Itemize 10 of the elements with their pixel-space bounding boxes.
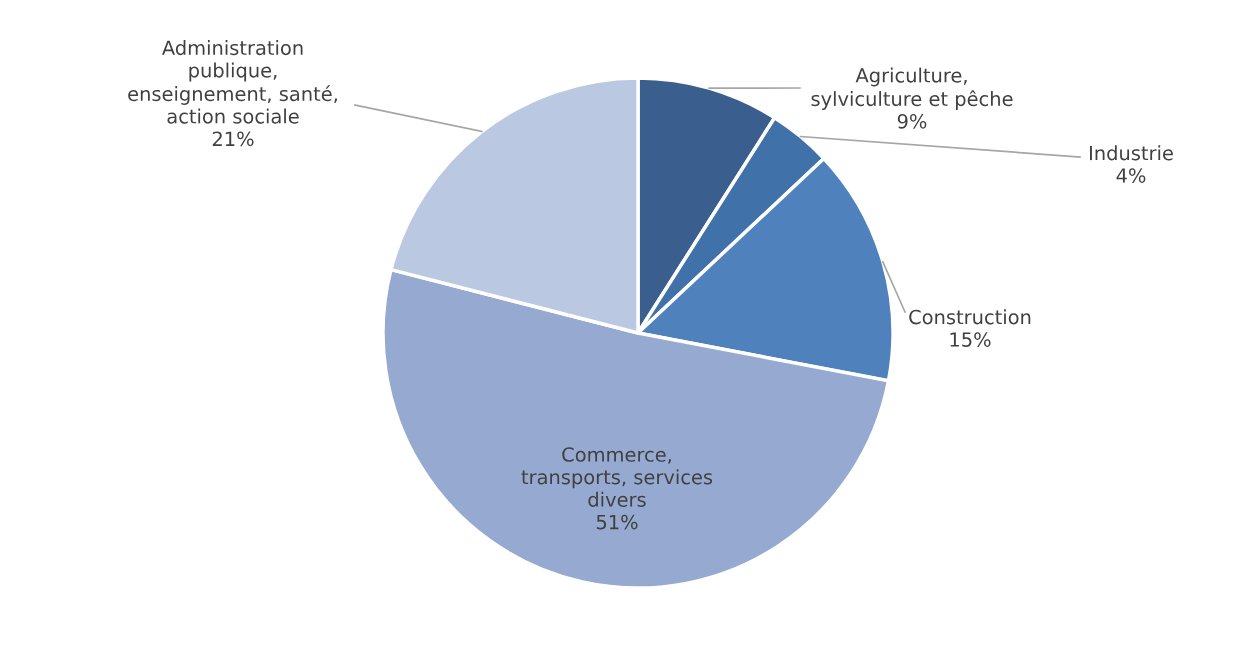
slice-label: Construction xyxy=(909,309,1031,325)
data-label: 51% xyxy=(596,514,638,530)
data-label: 4% xyxy=(1116,168,1146,183)
data-label: 9% xyxy=(897,113,927,129)
slice-label: Administration publique, enseignement, santé, action sociale xyxy=(128,40,337,124)
slice-label: Industrie xyxy=(1089,145,1173,161)
data-label: 21% xyxy=(212,131,254,147)
data-label: 15% xyxy=(950,332,991,347)
slice-label: Agriculture, sylviculture et pêche xyxy=(811,67,1013,110)
slice-label: Commerce, transports, services divers xyxy=(521,447,713,507)
